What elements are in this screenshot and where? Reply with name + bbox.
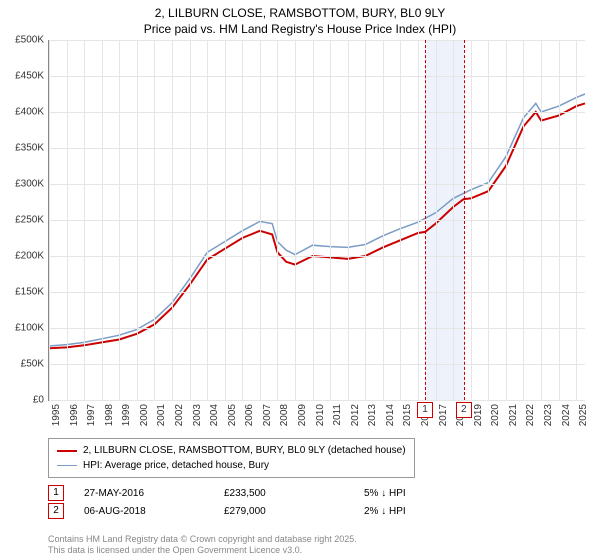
transaction-number-box: 1 <box>48 485 64 501</box>
title-line2: Price paid vs. HM Land Registry's House … <box>0 22 600 38</box>
transaction-number-box: 2 <box>48 503 64 519</box>
transaction-delta: 5% ↓ HPI <box>364 488 484 499</box>
x-tick-label: 2009 <box>297 404 308 426</box>
x-tick-label: 1999 <box>121 404 132 426</box>
x-tick-label: 1996 <box>69 404 80 426</box>
transaction-marker-label: 2 <box>456 402 472 418</box>
legend-label: HPI: Average price, detached house, Bury <box>83 458 269 473</box>
y-tick-label: £500K <box>0 35 44 46</box>
y-tick-label: £400K <box>0 107 44 118</box>
x-tick-label: 1995 <box>51 404 62 426</box>
x-tick-label: 2001 <box>156 404 167 426</box>
attribution-line2: This data is licensed under the Open Gov… <box>48 545 357 556</box>
x-tick-label: 2012 <box>350 404 361 426</box>
x-tick-label: 1998 <box>104 404 115 426</box>
chart-title: 2, LILBURN CLOSE, RAMSBOTTOM, BURY, BL0 … <box>0 0 600 37</box>
x-tick-label: 2025 <box>578 404 589 426</box>
x-tick-label: 2021 <box>508 404 519 426</box>
legend-item: HPI: Average price, detached house, Bury <box>57 458 406 473</box>
transaction-date: 27-MAY-2016 <box>84 488 224 499</box>
x-tick-label: 2006 <box>244 404 255 426</box>
x-tick-label: 2004 <box>209 404 220 426</box>
x-tick-label: 2023 <box>543 404 554 426</box>
y-tick-label: £250K <box>0 215 44 226</box>
legend-swatch <box>57 465 77 467</box>
title-line1: 2, LILBURN CLOSE, RAMSBOTTOM, BURY, BL0 … <box>0 6 600 22</box>
x-tick-label: 2002 <box>174 404 185 426</box>
y-tick-label: £100K <box>0 323 44 334</box>
x-tick-label: 2000 <box>139 404 150 426</box>
y-tick-label: £300K <box>0 179 44 190</box>
y-tick-label: £350K <box>0 143 44 154</box>
transaction-row: 1 27-MAY-2016£233,5005% ↓ HPI <box>48 484 484 502</box>
x-tick-label: 2015 <box>402 404 413 426</box>
x-tick-label: 2007 <box>262 404 273 426</box>
attribution-line1: Contains HM Land Registry data © Crown c… <box>48 534 357 545</box>
x-tick-label: 2005 <box>227 404 238 426</box>
x-tick-label: 2003 <box>192 404 203 426</box>
x-tick-label: 2010 <box>315 404 326 426</box>
y-tick-label: £200K <box>0 251 44 262</box>
transaction-marker-label: 1 <box>417 402 433 418</box>
x-tick-label: 2008 <box>279 404 290 426</box>
transaction-price: £279,000 <box>224 506 364 517</box>
transaction-marker-line <box>425 40 426 400</box>
x-tick-label: 2019 <box>473 404 484 426</box>
x-tick-label: 2024 <box>561 404 572 426</box>
legend-swatch <box>57 450 77 452</box>
transaction-date: 06-AUG-2018 <box>84 506 224 517</box>
transaction-price: £233,500 <box>224 488 364 499</box>
transaction-row: 2 06-AUG-2018£279,0002% ↓ HPI <box>48 502 484 520</box>
transactions-table: 1 27-MAY-2016£233,5005% ↓ HPI 2 06-AUG-2018… <box>48 484 484 520</box>
attribution: Contains HM Land Registry data © Crown c… <box>48 534 357 556</box>
series-price_paid <box>49 103 585 348</box>
y-tick-label: £150K <box>0 287 44 298</box>
transaction-marker-line <box>464 40 465 400</box>
legend-label: 2, LILBURN CLOSE, RAMSBOTTOM, BURY, BL0 … <box>83 443 406 458</box>
x-tick-label: 2011 <box>332 404 343 426</box>
x-tick-label: 2013 <box>367 404 378 426</box>
x-tick-label: 1997 <box>86 404 97 426</box>
price-chart: 12 <box>48 40 585 401</box>
y-tick-label: £50K <box>0 359 44 370</box>
legend-item: 2, LILBURN CLOSE, RAMSBOTTOM, BURY, BL0 … <box>57 443 406 458</box>
x-tick-label: 2014 <box>385 404 396 426</box>
x-tick-label: 2017 <box>438 404 449 426</box>
legend: 2, LILBURN CLOSE, RAMSBOTTOM, BURY, BL0 … <box>48 438 415 478</box>
x-tick-label: 2022 <box>525 404 536 426</box>
y-tick-label: £450K <box>0 71 44 82</box>
x-tick-label: 2020 <box>490 404 501 426</box>
y-tick-label: £0 <box>0 395 44 406</box>
transaction-delta: 2% ↓ HPI <box>364 506 484 517</box>
